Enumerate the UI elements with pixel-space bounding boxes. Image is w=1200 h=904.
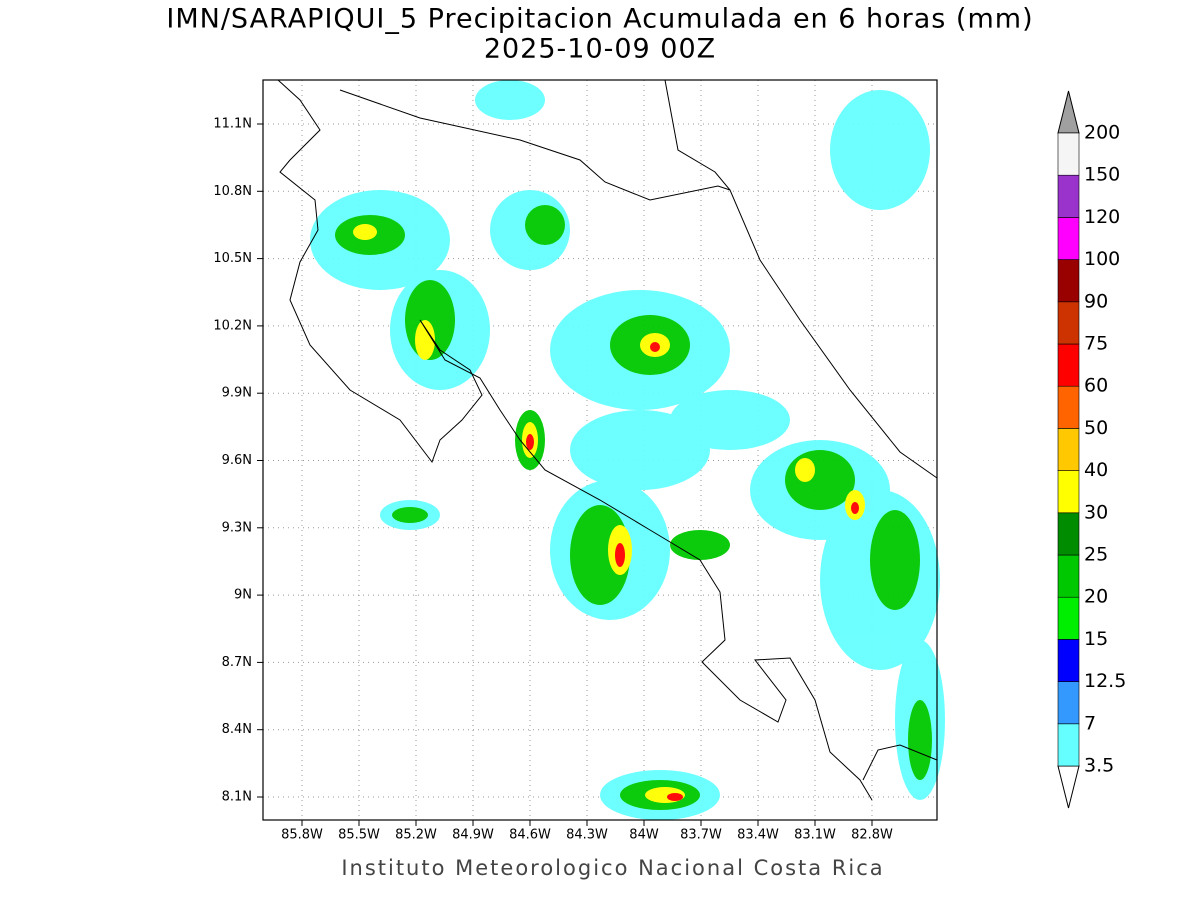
y-tick-label: 9N [234, 588, 252, 603]
y-tick-label: 8.7N [222, 655, 252, 670]
x-tick-label: 82.8W [851, 828, 893, 843]
colorbar-swatch [1057, 723, 1080, 767]
colorbar-label: 50 [1084, 417, 1108, 439]
credit: Instituto Meteorologico Nacional Costa R… [341, 856, 884, 880]
colorbar-over [1057, 90, 1080, 134]
x-tick-label: 84.9W [452, 828, 494, 843]
colorbar-swatch [1057, 343, 1080, 387]
colorbar-swatch [1057, 132, 1080, 176]
x-tick-label: 85.2W [395, 828, 437, 843]
x-tick-label: 85.5W [338, 828, 380, 843]
subtitle: 2025-10-09 00Z [484, 34, 716, 65]
colorbar-swatch [1057, 217, 1080, 260]
colorbar-label: 200 [1084, 122, 1120, 144]
colorbar-label: 150 [1084, 164, 1120, 186]
y-tick-label: 10.2N [213, 318, 252, 333]
colorbar-label: 25 [1084, 544, 1108, 566]
colorbar-label: 100 [1084, 248, 1120, 270]
y-tick-label: 8.1N [222, 790, 252, 805]
colorbar-label: 75 [1084, 333, 1108, 355]
colorbar-swatch [1057, 428, 1080, 471]
y-tick-label: 9.9N [222, 386, 252, 401]
map-area [262, 79, 945, 821]
title: IMN/SARAPIQUI_5 Precipitacion Acumulada … [166, 4, 1033, 35]
colorbar-label: 60 [1084, 375, 1108, 397]
colorbar-swatch [1057, 301, 1080, 345]
colorbar-swatch [1057, 259, 1080, 303]
coastlines [277, 79, 938, 801]
colorbar-swatch [1057, 596, 1080, 640]
colorbar-swatch [1057, 639, 1080, 682]
y-tick-label: 8.4N [222, 722, 252, 737]
colorbar: 3.5 7 12.5 15 20 25 30 40 50 60 75 90 100 120 150 200 [1057, 90, 1126, 809]
y-tick-label: 9.6N [222, 453, 252, 468]
y-tick-label: 10.5N [213, 251, 252, 266]
colorbar-label: 30 [1084, 501, 1108, 523]
rain-red [526, 342, 859, 801]
x-tick-label: 84.6W [509, 828, 551, 843]
y-tick-label: 10.8N [213, 184, 252, 199]
x-tick-label: 83.1W [794, 828, 836, 843]
colorbar-swatch [1057, 681, 1080, 725]
colorbar-label: 90 [1084, 290, 1108, 312]
colorbar-label: 20 [1084, 586, 1108, 608]
x-tick-label: 83.4W [737, 828, 779, 843]
x-tick-label: 84W [629, 828, 659, 843]
y-tick-label: 9.3N [222, 520, 252, 535]
colorbar-under [1057, 765, 1080, 809]
colorbar-swatch [1057, 554, 1080, 598]
colorbar-label: 7 [1084, 712, 1096, 734]
colorbar-swatch [1057, 512, 1080, 556]
colorbar-label: 3.5 [1084, 755, 1114, 777]
colorbar-label: 15 [1084, 628, 1108, 650]
precipitation-field [310, 80, 945, 820]
colorbar-label: 40 [1084, 459, 1108, 481]
x-tick-label: 85.8W [281, 828, 323, 843]
colorbar-swatch [1057, 470, 1080, 514]
map-frame [262, 79, 938, 821]
axes: 85.8W 85.5W 85.2W 84.9W 84.6W 84.3W 84W 83.7W 83… [213, 117, 893, 843]
colorbar-swatch [1057, 385, 1080, 429]
colorbar-label: 120 [1084, 206, 1120, 228]
y-tick-label: 11.1N [213, 117, 252, 132]
colorbar-label: 12.5 [1084, 670, 1126, 692]
x-tick-label: 83.7W [680, 828, 722, 843]
x-tick-label: 84.3W [566, 828, 608, 843]
colorbar-swatch [1057, 174, 1080, 218]
